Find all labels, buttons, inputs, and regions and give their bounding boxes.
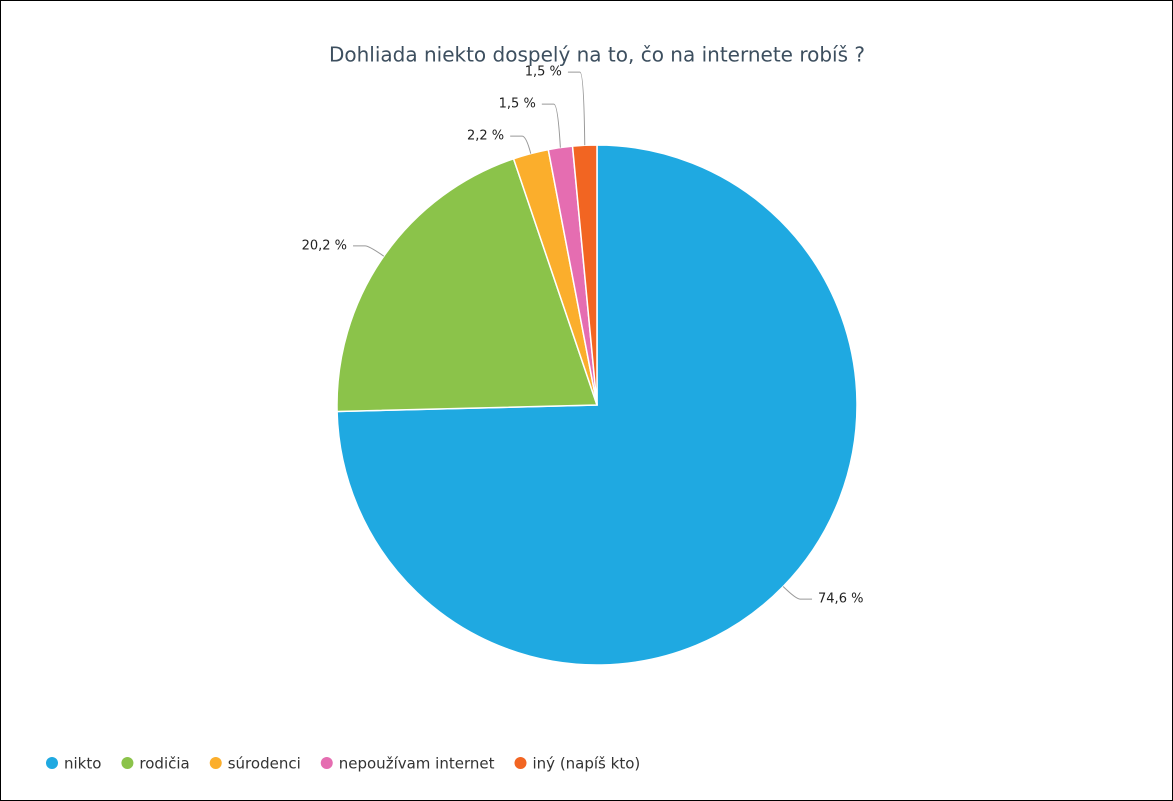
legend-label: nepoužívam internet: [339, 755, 495, 773]
legend-label: súrodenci: [228, 755, 301, 773]
legend-marker: [209, 757, 222, 769]
data-label: 2,2 %: [467, 129, 504, 144]
legend-marker: [121, 757, 134, 769]
pie-slice: [336, 157, 599, 413]
legend-label: nikto: [64, 755, 101, 773]
legend-marker: [320, 757, 333, 769]
leader-line: [782, 586, 813, 600]
chart-title: Dohliada niekto dospelý na to, čo na int…: [329, 43, 865, 67]
data-label: 20,2 %: [302, 238, 347, 253]
legend-label: iný (napíš kto): [533, 755, 641, 773]
leader-line: [353, 245, 385, 257]
data-label: 74,6 %: [818, 592, 863, 607]
legend-label: rodičia: [139, 755, 189, 773]
data-label: 1,5 %: [525, 65, 562, 80]
data-label: 1,5 %: [499, 97, 536, 112]
pie-slice: [571, 144, 598, 406]
leader-line: [510, 135, 532, 154]
legend-marker: [46, 757, 58, 769]
leader-line: [541, 103, 561, 148]
leader-line: [567, 71, 586, 146]
pie-slice: [336, 144, 858, 666]
legend-marker: [514, 757, 527, 769]
